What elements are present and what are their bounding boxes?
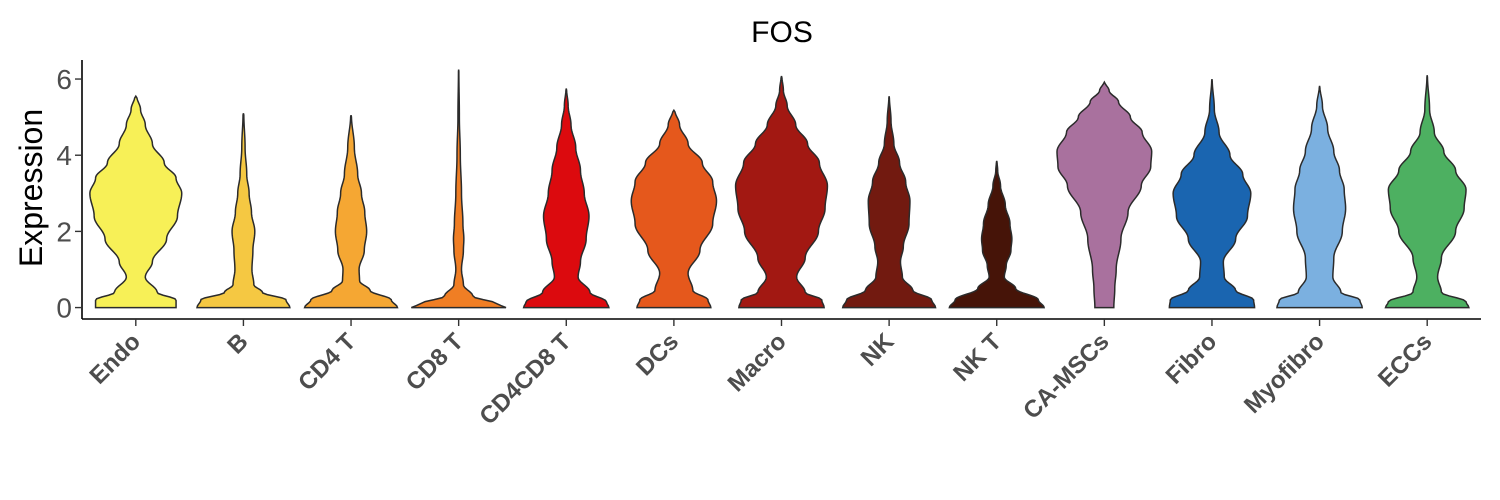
violin-eccs	[1384, 75, 1470, 309]
violin-macro	[734, 75, 829, 309]
x-tick-label: B	[222, 328, 253, 359]
violin-dcs	[630, 108, 718, 309]
x-tick-label: CD4CD8 T	[474, 328, 576, 430]
y-tick-label: 6	[56, 64, 72, 95]
x-tick-label: CA-MSCs	[1018, 328, 1114, 424]
violin-ca-mscs	[1056, 80, 1153, 309]
y-tick-label: 4	[56, 140, 72, 171]
x-tick-label: Myofibro	[1239, 328, 1330, 419]
x-tick-label: Endo	[85, 328, 147, 390]
violin-cd4-t	[303, 115, 399, 309]
y-ticks: 0 2 4 6	[56, 64, 82, 324]
y-tick-label: 2	[56, 216, 72, 247]
violin-b	[196, 113, 291, 309]
violin-nk	[841, 96, 937, 309]
violin-cd8-t	[411, 69, 507, 309]
violin-cd4cd8-t	[522, 88, 610, 309]
y-axis-label: Expression	[13, 109, 49, 267]
x-tick-label: CD4 T	[293, 328, 361, 396]
violin-myofibro	[1276, 85, 1364, 309]
x-tick-label: NK T	[948, 328, 1007, 387]
x-tick-label: Macro	[723, 328, 792, 397]
x-tick-label: NK	[856, 328, 900, 372]
chart-title: FOS	[751, 16, 813, 49]
x-tick-label: DCs	[631, 328, 684, 381]
x-tick-label: Fibro	[1161, 328, 1223, 390]
x-tick-label: ECCs	[1373, 328, 1437, 392]
violin-endo	[89, 94, 183, 309]
violin-nk-t	[948, 160, 1046, 309]
violin-fibro	[1168, 78, 1256, 309]
x-tick-label: CD8 T	[401, 328, 469, 396]
violin-group	[89, 69, 1470, 309]
x-ticks: Endo B CD4 T CD8 T CD4CD8 T DCs Macro NK NK T CA-…	[85, 319, 1437, 430]
y-tick-label: 0	[56, 293, 72, 324]
